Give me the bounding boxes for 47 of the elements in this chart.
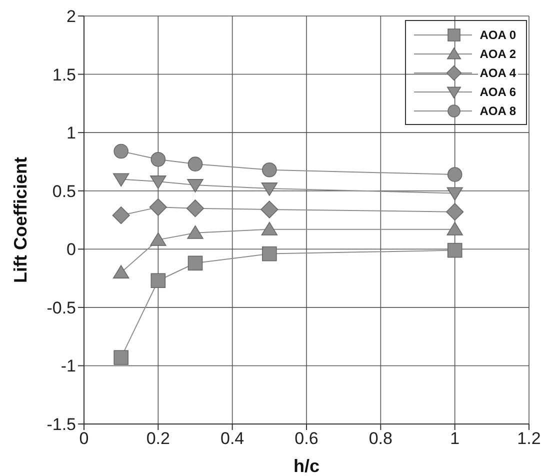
point [446,222,463,236]
legend-label: AOA 2 [478,46,518,60]
point [262,162,277,178]
x-tick-label: 0.2 [146,429,170,448]
point [187,179,204,192]
point [150,232,166,246]
point [447,167,462,182]
y-tick-label: 0.5 [52,182,76,201]
y-axis-title: Lift Coefficient [10,157,30,283]
point [186,200,204,218]
point [114,144,128,159]
legend-label: AOA 4 [478,66,518,80]
y-tick-label: -1 [60,356,76,376]
y-tick-label: 1 [66,124,76,143]
point [149,198,167,216]
point [150,273,166,288]
point [188,156,203,172]
point [446,187,463,201]
legend-label: AOA 6 [478,84,518,98]
x-tick-label: 0.8 [368,429,392,448]
point [112,265,130,278]
point [261,182,278,196]
point [188,256,203,271]
x-tick-label: 1.2 [517,429,541,448]
point [187,225,204,239]
point [150,176,166,189]
point [150,152,166,167]
x-tick-label: 1 [450,429,460,448]
point [446,203,464,221]
point [112,206,130,224]
y-tick-label: 2 [66,7,76,26]
y-tick-label: 1.5 [52,65,76,84]
point [112,173,130,187]
point [261,222,278,236]
point [447,242,462,258]
y-tick-label: -0.5 [46,298,76,318]
x-tick-label: 0 [79,429,89,448]
x-tick-label: 0.4 [220,429,244,448]
point [260,200,278,218]
x-tick-label: 0.6 [294,429,318,448]
point [262,246,277,262]
x-axis-title: h/c [293,456,320,476]
legend-label: AOA 0 [478,28,518,42]
y-tick-label: -1.5 [46,415,76,434]
point [114,350,128,365]
legend-label: AOA 8 [478,104,518,118]
y-tick-label: 0 [66,240,76,260]
